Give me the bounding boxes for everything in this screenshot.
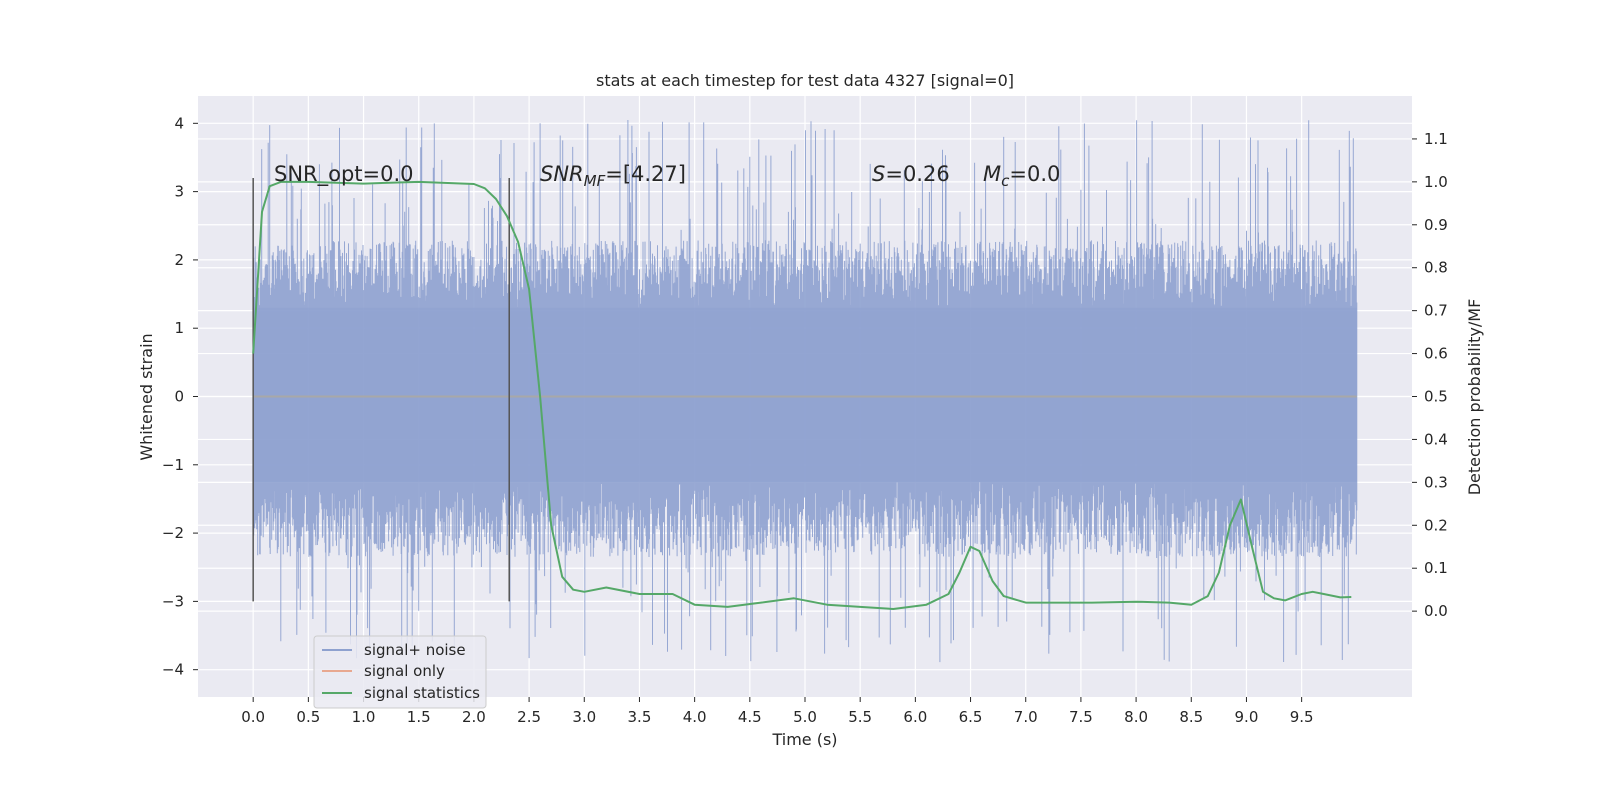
x-tick-label-2: 1.0	[352, 708, 376, 726]
x-tick-label-3: 1.5	[407, 708, 431, 726]
y-right-tick-label-2: 0.2	[1424, 516, 1448, 534]
vertical-markers	[252, 177, 510, 602]
annotation-snr-mf-sub: MF	[584, 172, 606, 190]
x-tick-label-13: 6.5	[959, 708, 983, 726]
x-tick-label-15: 7.5	[1069, 708, 1093, 726]
x-tick-label-17: 8.5	[1179, 708, 1203, 726]
legend-label-noise: signal+ noise	[364, 641, 466, 659]
noise-core-band	[253, 307, 1357, 482]
x-tick-label-9: 4.5	[738, 708, 762, 726]
x-ticks: 0.0 0.5 1.0 1.5 2.0 2.5 3.0 3.5 4.0 4.5 5.0 5.5 6.0 6…	[241, 697, 1314, 726]
annotation-snr-mf-rest: =[4.27]	[605, 162, 686, 186]
y-left-tick-label-2: −2	[162, 524, 184, 542]
x-tick-label-16: 8.0	[1124, 708, 1148, 726]
y-left-tick-label-1: −3	[162, 592, 184, 610]
x-tick-label-6: 3.0	[572, 708, 596, 726]
y-right-tick-label-6: 0.6	[1424, 345, 1448, 363]
y-left-tick-label-3: −1	[162, 456, 184, 474]
annotation-snr-mf-main: SNR	[540, 162, 584, 186]
legend-label-statistics: signal statistics	[364, 684, 480, 702]
y-right-tick-label-0: 0.0	[1424, 602, 1448, 620]
y-left-tick-label-6: 2	[174, 251, 184, 269]
annotation-snr-opt: SNR_opt=0.0	[274, 162, 414, 187]
annotation-s: S=0.26	[872, 162, 950, 186]
annotation-mc-rest: =0.0	[1009, 162, 1060, 186]
y-left-tick-label-5: 1	[174, 319, 184, 337]
y-right-tick-label-9: 0.9	[1424, 216, 1448, 234]
x-tick-label-7: 3.5	[628, 708, 652, 726]
y-right-tick-label-11: 1.1	[1424, 130, 1448, 148]
legend-box	[313, 635, 487, 709]
y-right-tick-label-3: 0.3	[1424, 473, 1448, 491]
annotation-snr-mf: SNRMF=[4.27]	[540, 162, 686, 190]
y-left-tick-label-0: −4	[162, 661, 184, 679]
x-tick-label-10: 5.0	[793, 708, 817, 726]
y-axis-label-right: Detection probability/MF	[1465, 299, 1484, 496]
y-right-tick-label-4: 0.4	[1424, 430, 1448, 448]
annotation-mc: Mc=0.0	[983, 162, 1060, 190]
y-right-tick-label-5: 0.5	[1424, 388, 1448, 406]
y-right-tick-label-1: 0.1	[1424, 559, 1448, 577]
chart-title: stats at each timestep for test data 432…	[596, 71, 1014, 90]
x-tick-label-5: 2.5	[517, 708, 541, 726]
statistics-line	[252, 180, 1352, 610]
y-left-tick-label-4: 0	[174, 388, 184, 406]
x-tick-label-0: 0.0	[241, 708, 265, 726]
legend: signal+ noise signal only signal statist…	[313, 635, 487, 709]
noise-series	[252, 120, 1358, 663]
y-ticks-right: 0.0 0.1 0.2 0.3 0.4 0.5 0.6 0.7 0.8 0.9 1.0 1.1	[1412, 130, 1448, 620]
x-tick-label-11: 5.5	[848, 708, 872, 726]
signal-statistics-series	[252, 180, 1352, 610]
y-right-tick-label-7: 0.7	[1424, 302, 1448, 320]
x-tick-label-14: 7.0	[1014, 708, 1038, 726]
y-left-tick-label-7: 3	[174, 183, 184, 201]
annotation-mc-sub: c	[1001, 172, 1010, 190]
x-tick-label-4: 2.0	[462, 708, 486, 726]
legend-label-signal-only: signal only	[364, 662, 445, 680]
x-tick-label-18: 9.0	[1235, 708, 1259, 726]
annotation-s-rest: =0.26	[885, 162, 949, 186]
y-right-tick-label-10: 1.0	[1424, 173, 1448, 191]
x-tick-label-19: 9.5	[1290, 708, 1314, 726]
x-tick-label-12: 6.0	[903, 708, 927, 726]
annotation-s-main: S	[872, 162, 885, 186]
y-axis-label-left: Whitened strain	[137, 333, 156, 460]
y-right-tick-label-8: 0.8	[1424, 259, 1448, 277]
annotation-mc-main: M	[983, 162, 1001, 186]
y-ticks-left: −4 −3 −2 −1 0 1 2 3 4	[162, 114, 198, 679]
x-tick-label-8: 4.0	[683, 708, 707, 726]
y-left-tick-label-8: 4	[174, 114, 184, 132]
x-axis-label: Time (s)	[771, 730, 837, 749]
x-tick-label-1: 0.5	[296, 708, 320, 726]
